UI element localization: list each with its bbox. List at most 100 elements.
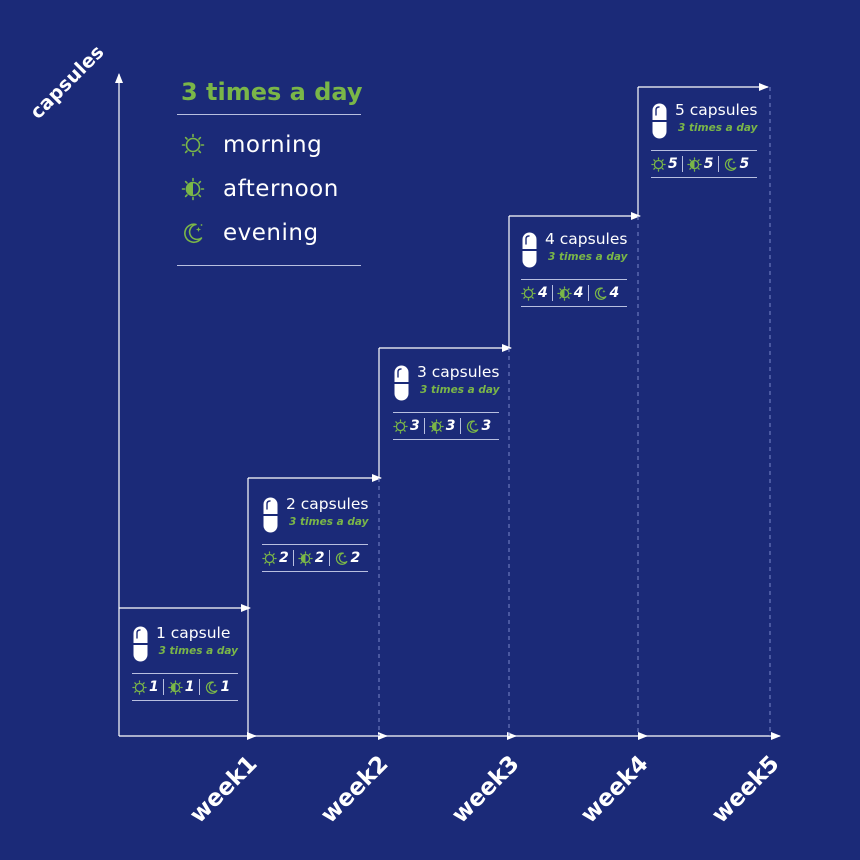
dose-evening: 2 bbox=[334, 550, 361, 566]
dose-divider bbox=[551, 285, 553, 301]
dose-afternoon-count: 3 bbox=[445, 418, 456, 434]
step-header: 3 capsules 3 times a day bbox=[393, 363, 499, 401]
dose-divider bbox=[423, 418, 425, 434]
dose-evening-count: 1 bbox=[220, 679, 231, 695]
dose-evening: 4 bbox=[593, 285, 619, 301]
dose-morning-count: 2 bbox=[279, 550, 289, 566]
step-header: 5 capsules 3 times a day bbox=[651, 101, 757, 139]
capsule-icon bbox=[522, 232, 537, 268]
dose-row: 4 4 bbox=[521, 279, 627, 307]
capsule-count: 2 capsules bbox=[286, 495, 369, 513]
legend: 3 times a day morning bbox=[177, 78, 363, 266]
frequency-label: 3 times a day bbox=[548, 251, 628, 263]
dose-evening: 1 bbox=[204, 679, 231, 695]
dose-afternoon: 4 bbox=[557, 285, 584, 301]
step-card-4: 4 capsules 3 times a day 4 bbox=[521, 230, 627, 307]
dose-row: 1 1 bbox=[132, 673, 238, 701]
frequency-label: 3 times a day bbox=[420, 384, 500, 396]
dose-divider bbox=[587, 285, 589, 301]
step-text: 4 capsules 3 times a day bbox=[545, 230, 627, 263]
legend-label-morning: morning bbox=[223, 132, 323, 158]
step-card-3: 3 capsules 3 times a day 3 bbox=[393, 363, 499, 440]
step-text: 5 capsules 3 times a day bbox=[675, 101, 757, 134]
dose-morning-count: 4 bbox=[538, 285, 548, 301]
dose-afternoon-count: 1 bbox=[184, 679, 195, 695]
step-text: 2 capsules 3 times a day bbox=[286, 495, 368, 528]
legend-item-evening: evening bbox=[177, 211, 361, 255]
dose-row: 2 2 bbox=[262, 544, 368, 572]
moon-icon bbox=[724, 157, 736, 171]
half-sun-icon bbox=[429, 418, 444, 434]
step-card-1: 1 capsule 3 times a day 1 bbox=[132, 624, 238, 701]
dose-afternoon-count: 5 bbox=[703, 156, 714, 172]
legend-label-afternoon: afternoon bbox=[223, 176, 339, 202]
dose-divider bbox=[162, 679, 164, 695]
half-sun-icon bbox=[687, 156, 702, 172]
dose-morning-count: 3 bbox=[410, 418, 420, 434]
dose-divider bbox=[292, 550, 294, 566]
frequency-label: 3 times a day bbox=[289, 516, 369, 528]
dose-divider bbox=[198, 679, 200, 695]
dose-morning-count: 5 bbox=[668, 156, 678, 172]
dose-morning-count: 1 bbox=[149, 679, 159, 695]
step-text: 1 capsule 3 times a day bbox=[156, 624, 238, 657]
capsule-count: 1 capsule bbox=[156, 624, 231, 642]
dose-afternoon-count: 2 bbox=[314, 550, 325, 566]
legend-label-evening: evening bbox=[223, 220, 319, 246]
dose-row: 3 3 bbox=[393, 412, 499, 440]
dose-afternoon-count: 4 bbox=[573, 285, 584, 301]
step-header: 1 capsule 3 times a day bbox=[132, 624, 238, 662]
dose-evening-count: 2 bbox=[350, 550, 361, 566]
step-header: 4 capsules 3 times a day bbox=[521, 230, 627, 268]
dose-afternoon: 2 bbox=[298, 550, 325, 566]
dose-afternoon: 1 bbox=[168, 679, 195, 695]
sun-icon bbox=[393, 418, 408, 434]
dose-evening: 3 bbox=[465, 418, 491, 434]
capsule-count: 5 capsules bbox=[675, 101, 758, 119]
legend-item-morning: morning bbox=[177, 123, 361, 167]
dose-divider bbox=[717, 156, 719, 172]
half-sun-icon bbox=[557, 285, 572, 301]
capsule-icon bbox=[133, 626, 148, 662]
step-card-2: 2 capsules 3 times a day 2 bbox=[262, 495, 368, 572]
frequency-label: 3 times a day bbox=[678, 122, 758, 134]
sun-icon bbox=[181, 133, 205, 157]
moon-icon bbox=[205, 680, 217, 694]
dose-row: 5 5 bbox=[651, 150, 757, 178]
dose-morning: 3 bbox=[393, 418, 420, 434]
moon-icon bbox=[466, 419, 478, 433]
capsule-icon bbox=[263, 497, 278, 533]
dose-morning: 5 bbox=[651, 156, 678, 172]
moon-icon bbox=[594, 286, 606, 300]
capsule-icon bbox=[394, 365, 409, 401]
half-sun-icon bbox=[181, 177, 205, 201]
dose-divider bbox=[459, 418, 461, 434]
step-header: 2 capsules 3 times a day bbox=[262, 495, 368, 533]
dose-afternoon: 5 bbox=[687, 156, 714, 172]
half-sun-icon bbox=[298, 550, 313, 566]
capsule-count: 4 capsules bbox=[545, 230, 628, 248]
frequency-label: 3 times a day bbox=[158, 645, 238, 657]
dose-morning: 1 bbox=[132, 679, 159, 695]
legend-item-afternoon: afternoon bbox=[177, 167, 361, 211]
capsule-count: 3 capsules bbox=[417, 363, 500, 381]
capsule-icon bbox=[652, 103, 667, 139]
dose-morning: 2 bbox=[262, 550, 289, 566]
legend-items: morning afternoon evening bbox=[177, 115, 361, 266]
dose-afternoon: 3 bbox=[429, 418, 456, 434]
legend-title: 3 times a day bbox=[177, 78, 363, 115]
dose-divider bbox=[681, 156, 683, 172]
sun-icon bbox=[132, 679, 147, 695]
moon-icon bbox=[184, 223, 203, 244]
sun-icon bbox=[651, 156, 666, 172]
half-sun-icon bbox=[168, 679, 183, 695]
step-card-5: 5 capsules 3 times a day 5 bbox=[651, 101, 757, 178]
dose-evening-count: 5 bbox=[739, 156, 750, 172]
sun-icon bbox=[521, 285, 536, 301]
step-text: 3 capsules 3 times a day bbox=[417, 363, 499, 396]
dose-evening: 5 bbox=[723, 156, 750, 172]
dose-divider bbox=[328, 550, 330, 566]
dose-morning: 4 bbox=[521, 285, 548, 301]
moon-icon bbox=[335, 551, 347, 565]
